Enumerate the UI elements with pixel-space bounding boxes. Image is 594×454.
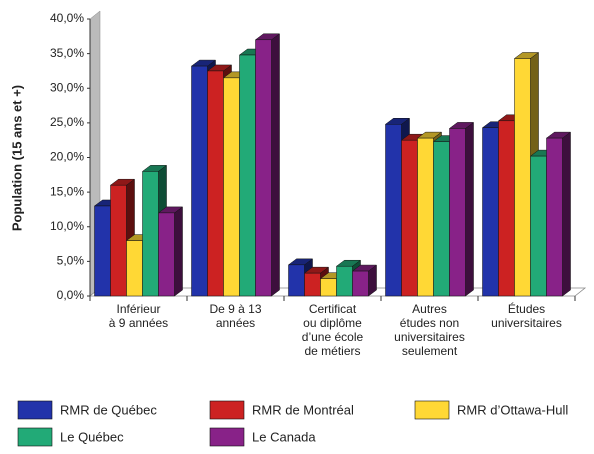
legend-swatch bbox=[209, 427, 245, 447]
legend-swatch bbox=[414, 400, 450, 420]
y-tick-label: 10,0% bbox=[50, 219, 84, 233]
y-tick-label: 5,0% bbox=[57, 254, 85, 268]
x-tick-label: Autres études non universitaires seuleme… bbox=[394, 302, 465, 358]
legend-label: RMR d’Ottawa-Hull bbox=[457, 402, 568, 417]
y-tick-label: 15,0% bbox=[50, 184, 84, 198]
y-tick-label: 20,0% bbox=[50, 150, 84, 164]
bar bbox=[385, 124, 402, 297]
y-tick-label: 0,0% bbox=[57, 288, 85, 302]
bar-side bbox=[465, 121, 474, 297]
x-tick-label: Inférieur à 9 années bbox=[108, 302, 169, 330]
bar bbox=[239, 54, 256, 297]
legend-swatch bbox=[209, 400, 245, 420]
bar bbox=[417, 137, 434, 297]
legend-label: RMR de Québec bbox=[60, 402, 157, 417]
bar bbox=[530, 155, 547, 297]
bar bbox=[142, 171, 159, 297]
bar bbox=[546, 137, 563, 297]
legend-label: RMR de Montréal bbox=[252, 402, 354, 417]
bar bbox=[223, 77, 240, 297]
bar bbox=[482, 127, 499, 297]
y-tick-label: 25,0% bbox=[50, 115, 84, 129]
bar bbox=[126, 240, 143, 297]
bar bbox=[158, 212, 175, 297]
bar bbox=[94, 205, 111, 297]
bar bbox=[110, 184, 127, 297]
legend-swatch bbox=[17, 400, 53, 420]
bar bbox=[433, 141, 450, 297]
bar bbox=[255, 39, 272, 297]
bar-side bbox=[174, 206, 183, 297]
bar bbox=[288, 264, 305, 297]
bar bbox=[191, 65, 208, 297]
y-tick-label: 40,0% bbox=[50, 11, 84, 25]
bar bbox=[320, 278, 337, 297]
bar bbox=[207, 70, 224, 297]
legend-label: Le Canada bbox=[252, 429, 316, 444]
bar bbox=[514, 58, 531, 297]
bar bbox=[449, 128, 466, 297]
bar bbox=[401, 139, 418, 297]
bar bbox=[498, 120, 515, 297]
x-tick-label: Études universitaires bbox=[491, 302, 562, 330]
bar-side bbox=[562, 131, 571, 297]
bar bbox=[304, 272, 321, 297]
legend-swatch bbox=[17, 427, 53, 447]
y-tick-label: 35,0% bbox=[50, 46, 84, 60]
bar-side bbox=[271, 33, 280, 297]
bar bbox=[352, 270, 369, 297]
legend-label: Le Québec bbox=[60, 429, 124, 444]
y-axis-label: Population (15 ans et +) bbox=[9, 85, 24, 231]
y-tick-label: 30,0% bbox=[50, 80, 84, 94]
x-tick-label: Certificat ou diplôme d’une école de mét… bbox=[301, 302, 364, 358]
x-tick-label: De 9 à 13 années bbox=[209, 302, 262, 330]
bar bbox=[336, 265, 353, 297]
